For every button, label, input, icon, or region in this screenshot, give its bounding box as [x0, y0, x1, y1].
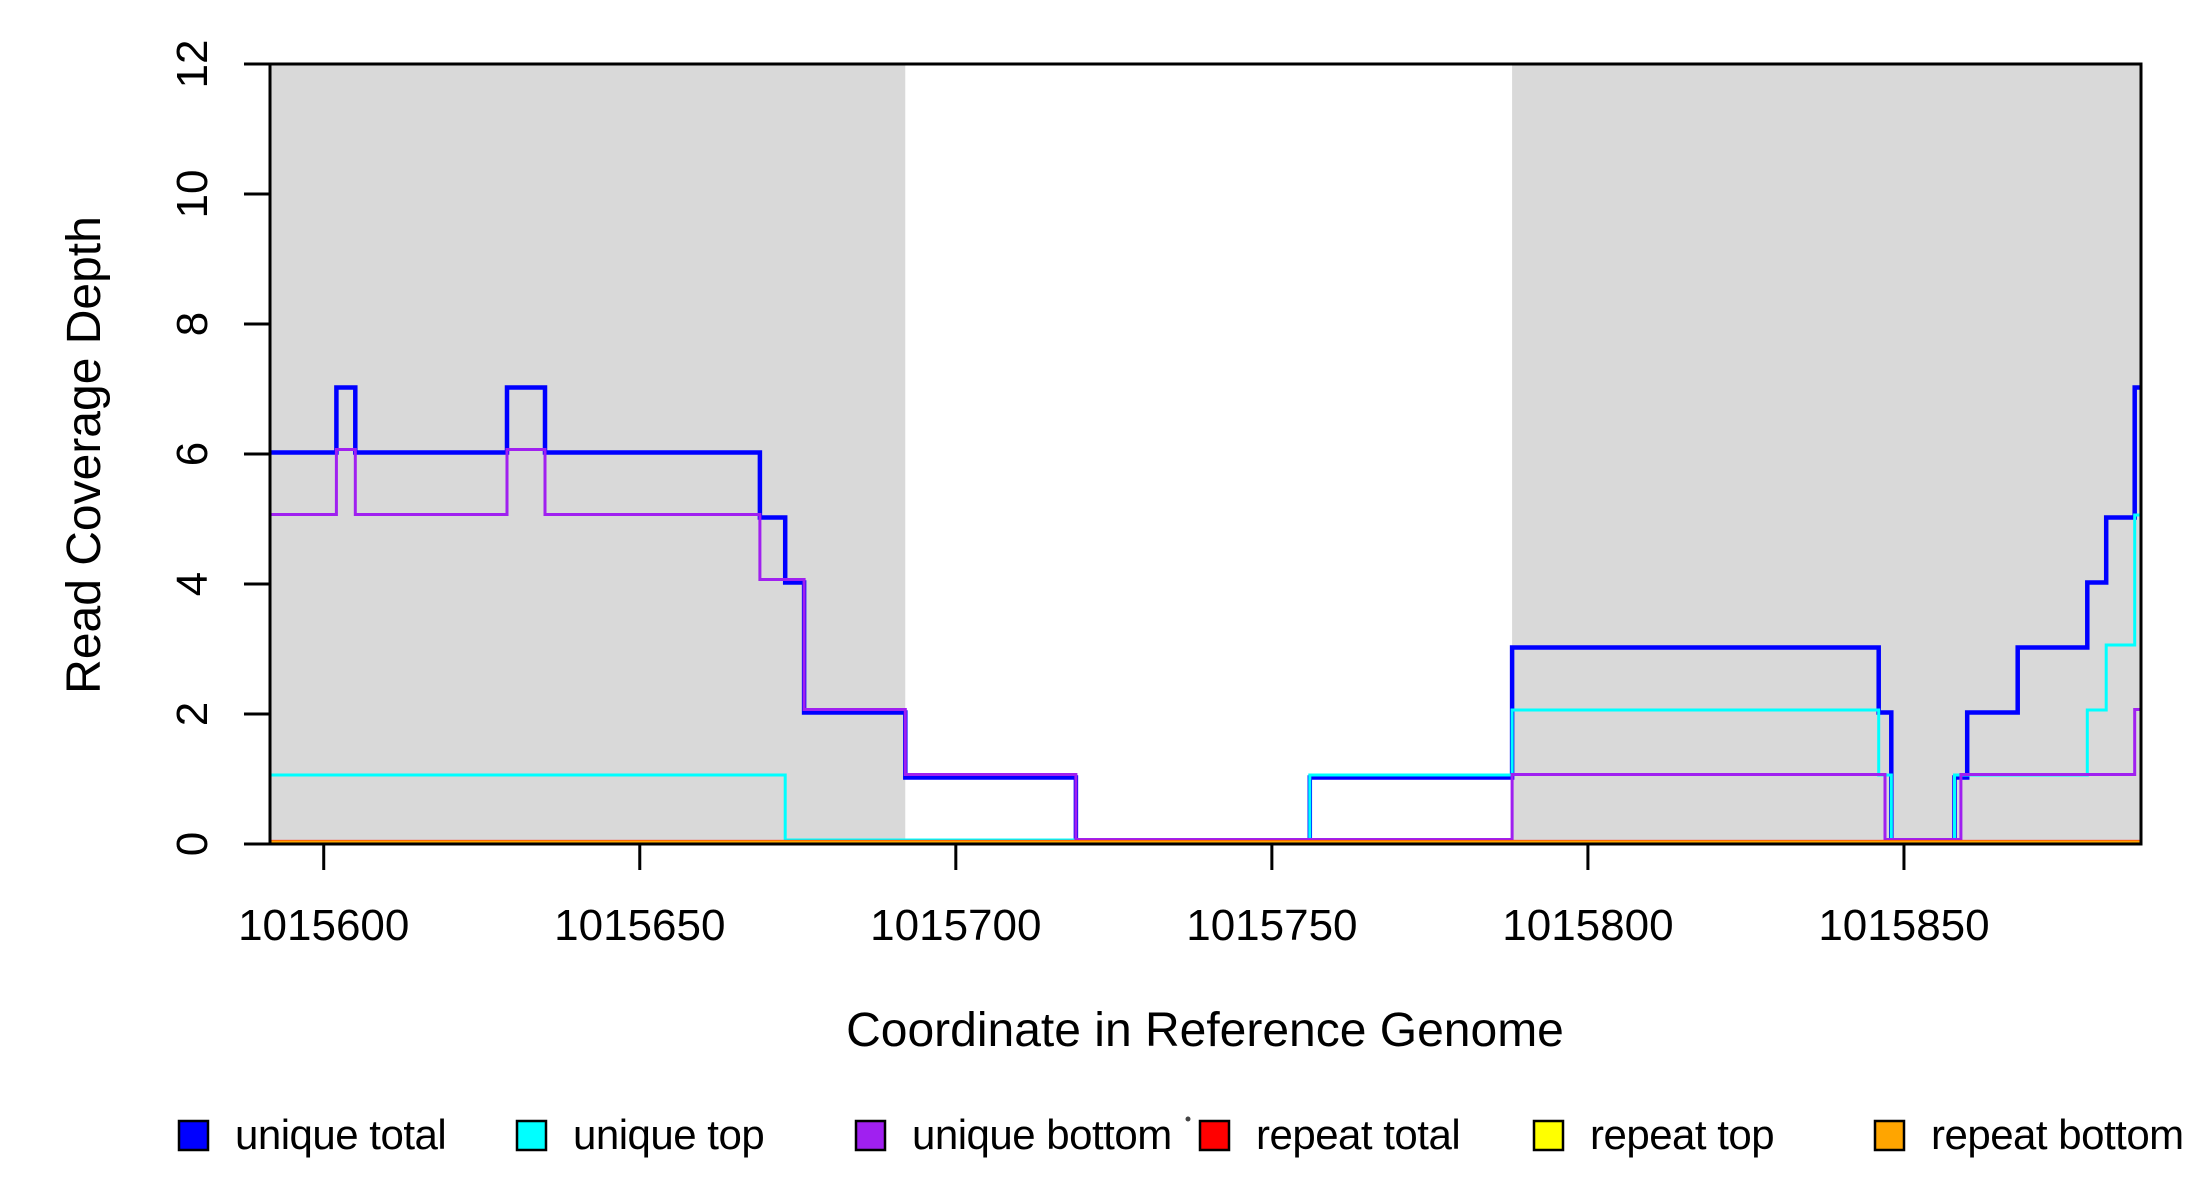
y-tick-label: 2	[168, 702, 217, 726]
x-tick-label: 1015650	[554, 901, 725, 950]
legend-swatch-repeat-total	[1198, 1119, 1231, 1152]
legend-label-unique-total: unique total	[235, 1111, 446, 1158]
legend: unique total unique top unique bottom repea…	[177, 1111, 2184, 1158]
y-tick-label: 4	[168, 572, 217, 596]
y-axis-title: Read Coverage Depth	[58, 216, 111, 694]
series-unique-bottom	[270, 448, 2141, 841]
y-tick-label: 12	[168, 40, 217, 89]
y-tick-label: 10	[168, 170, 217, 219]
x-tick-label: 1015800	[1502, 901, 1673, 950]
x-tick-label: 1015850	[1818, 901, 1989, 950]
legend-swatch-repeat-top	[1532, 1119, 1565, 1152]
legend-label-repeat-total: repeat total	[1256, 1111, 1460, 1158]
shaded-regions	[270, 64, 2141, 844]
axes	[244, 62, 2143, 870]
legend-swatch-unique-total	[177, 1119, 210, 1152]
legend-label-repeat-top: repeat top	[1590, 1111, 1774, 1158]
shaded-region	[1512, 64, 2141, 844]
tick-labels: 1015600 1015650 1015700 1015750 1015800 10158…	[168, 40, 1990, 950]
legend-swatch-unique-top	[515, 1119, 548, 1152]
x-tick-label: 1015750	[1186, 901, 1357, 950]
legend-label-unique-bottom: unique bottom	[912, 1111, 1172, 1158]
series-unique-top	[270, 513, 2141, 842]
x-axis-title: Coordinate in Reference Genome	[846, 1004, 1564, 1057]
x-tick-label: 1015600	[238, 901, 409, 950]
x-tick-label: 1015700	[870, 901, 1041, 950]
legend-swatch-repeat-bottom	[1873, 1119, 1906, 1152]
y-tick-label: 0	[168, 832, 217, 856]
legend-label-repeat-bottom: repeat bottom	[1931, 1111, 2184, 1158]
stray-dot	[1185, 1116, 1191, 1122]
legend-swatch-unique-bottom	[854, 1119, 887, 1152]
y-tick-label: 6	[168, 442, 217, 466]
legend-label-unique-top: unique top	[573, 1111, 764, 1158]
y-tick-label: 8	[168, 312, 217, 336]
